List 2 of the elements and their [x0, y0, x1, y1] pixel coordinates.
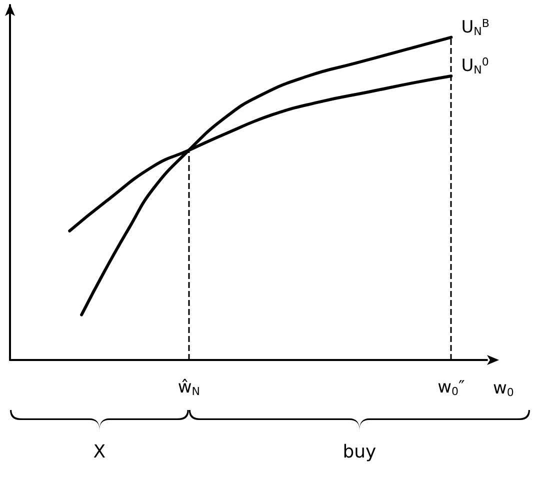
text: X — [93, 442, 106, 462]
text: buy — [342, 442, 377, 462]
